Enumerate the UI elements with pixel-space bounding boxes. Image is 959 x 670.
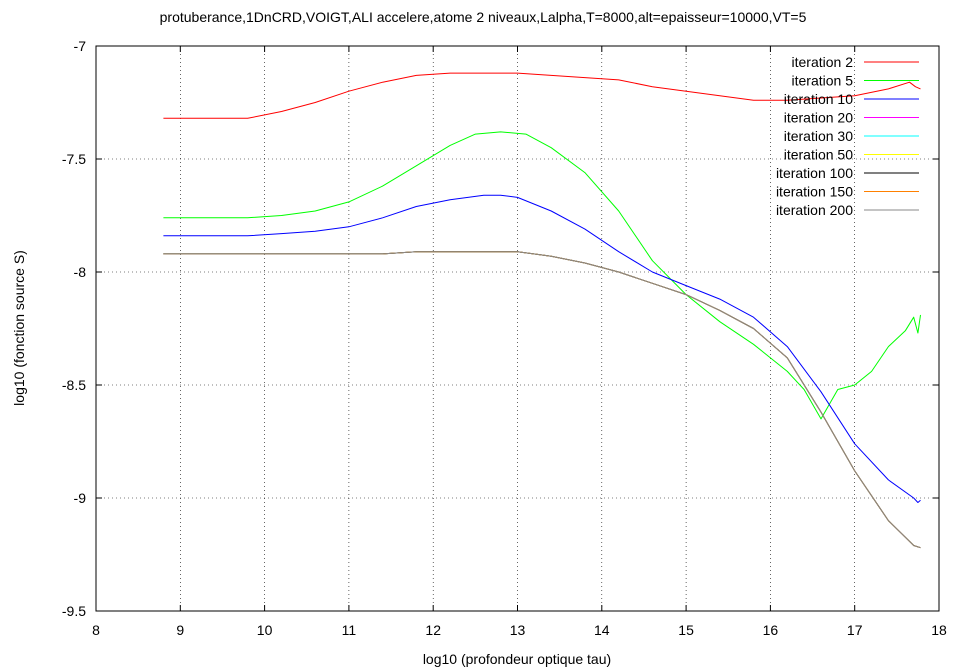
- legend-label: iteration 50: [784, 147, 853, 163]
- series-line-1: [163, 72, 921, 119]
- x-tick-label: 14: [594, 622, 610, 638]
- x-tick-label: 16: [763, 622, 779, 638]
- x-axis-label: log10 (profondeur optique tau): [423, 651, 611, 667]
- legend-label: iteration 5: [792, 73, 854, 89]
- y-tick-label: -8: [74, 264, 87, 280]
- y-axis-label: log10 (fonction source S): [11, 250, 27, 406]
- axis-ticks: 8 9 10 11 12 13 14 15 16 17 18 -9.5 -9 -8.5 -8 -7.5 -7: [62, 38, 947, 638]
- y-tick-label: -7.5: [62, 151, 86, 167]
- grid: [96, 46, 939, 611]
- x-tick-label: 18: [931, 622, 947, 638]
- legend: iteration 2 iteration 5 iteration 10 iterat…: [776, 54, 919, 218]
- chart-title: protuberance,1DnCRD,VOIGT,ALI accelere,a…: [160, 9, 807, 25]
- x-tick-label: 12: [425, 622, 441, 638]
- x-tick-label: 11: [342, 622, 357, 638]
- series-line-9: [163, 251, 921, 549]
- x-tick-label: 17: [847, 622, 863, 638]
- x-tick-label: 9: [176, 622, 184, 638]
- series-line-2: [163, 131, 921, 420]
- x-tick-label: 13: [510, 622, 526, 638]
- series-group: [163, 72, 921, 549]
- x-tick-label: 15: [678, 622, 694, 638]
- series-line-4: [163, 251, 921, 549]
- legend-label: iteration 20: [784, 110, 853, 126]
- y-tick-label: -9.5: [62, 603, 86, 619]
- x-tick-label: 8: [92, 622, 100, 638]
- y-tick-label: -9: [74, 490, 87, 506]
- series-line-7: [163, 251, 921, 549]
- series-line-3: [163, 194, 921, 503]
- legend-label: iteration 30: [784, 128, 853, 144]
- y-tick-label: -7: [74, 38, 87, 54]
- legend-label: iteration 200: [776, 202, 853, 218]
- series-line-8: [163, 251, 921, 549]
- series-line-5: [163, 251, 921, 549]
- legend-label: iteration 100: [776, 165, 853, 181]
- legend-label: iteration 150: [776, 184, 853, 200]
- legend-label: iteration 2: [792, 54, 854, 70]
- x-tick-label: 10: [257, 622, 273, 638]
- y-tick-label: -8.5: [62, 377, 86, 393]
- legend-label: iteration 10: [784, 91, 853, 107]
- series-line-6: [163, 251, 921, 549]
